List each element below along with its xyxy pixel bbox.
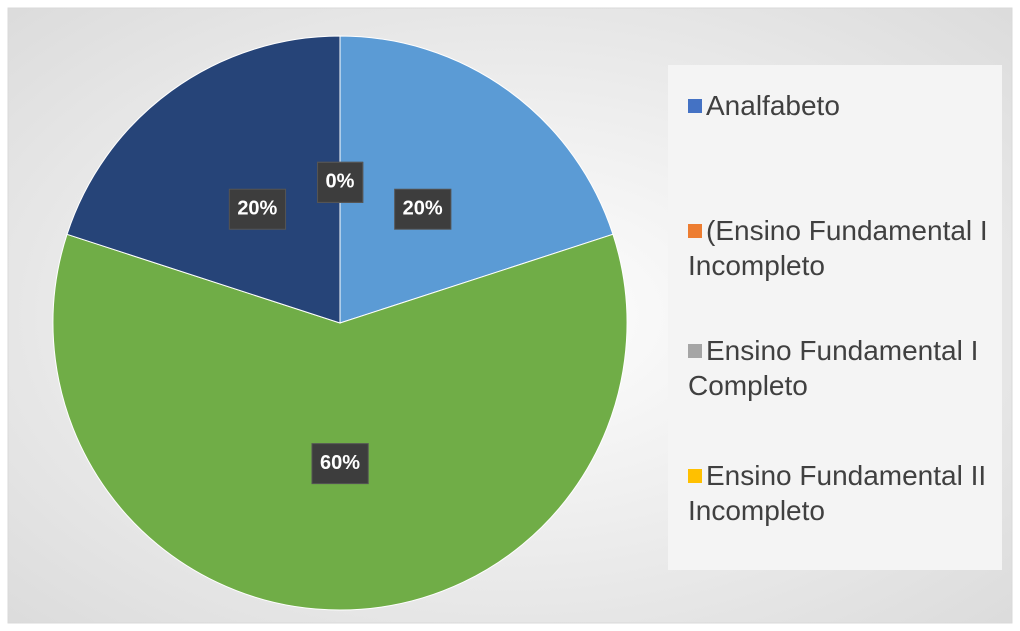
data-label: 20% <box>403 198 443 220</box>
data-label-box <box>228 188 287 230</box>
data-label: 0% <box>326 171 355 193</box>
legend-label: Ensino Fundamental I Completo <box>688 335 979 401</box>
data-label-group: 20% <box>394 188 452 230</box>
pie-slice <box>339 35 614 324</box>
legend-swatch <box>688 99 702 113</box>
legend-box <box>668 65 1002 570</box>
legend-swatch <box>688 469 702 483</box>
data-label-group: 0% <box>317 161 364 203</box>
data-label-box <box>317 161 364 203</box>
data-label-box <box>394 188 452 230</box>
data-label-group: 20% <box>228 188 287 230</box>
legend-swatch <box>688 224 702 238</box>
legend-label: Ensino Fundamental II Incompleto <box>688 460 987 526</box>
pie-slice <box>66 35 341 324</box>
legend-label: (Ensino Fundamental I Incompleto <box>688 215 988 281</box>
data-label-group: 60% <box>311 443 369 485</box>
legend-item: Ensino Fundamental II Incompleto <box>688 458 1000 528</box>
legend-swatch <box>688 344 702 358</box>
legend-label: Analfabeto <box>706 90 840 121</box>
data-label: 60% <box>320 452 360 474</box>
legend-item: Analfabeto <box>688 88 1000 123</box>
legend-item: Ensino Fundamental I Completo <box>688 333 1000 403</box>
data-label-box <box>311 443 369 485</box>
legend-item: (Ensino Fundamental I Incompleto <box>688 213 1000 283</box>
data-label: 20% <box>237 198 277 220</box>
pie-slice <box>52 233 628 611</box>
